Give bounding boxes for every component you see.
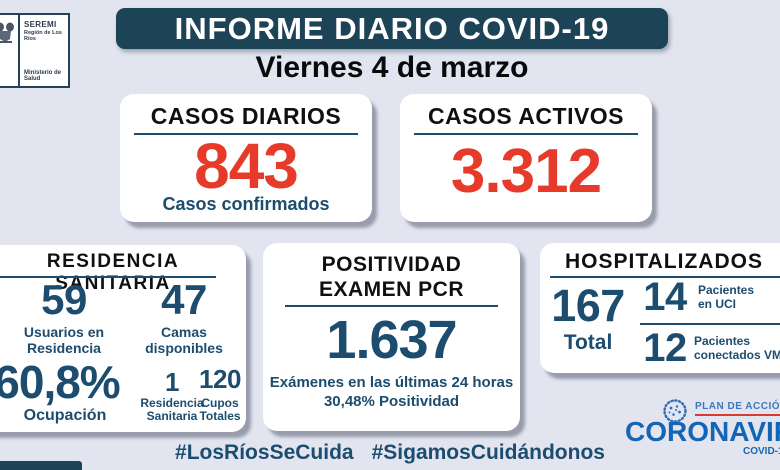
residence-facilities-value: 1 [165, 367, 179, 397]
plan-de-accion-label: PLAN DE ACCIÓN [695, 401, 780, 412]
sanitary-residence-underline [0, 276, 216, 278]
active-cases-title: CASOS ACTIVOS [427, 103, 625, 129]
residence-facilities-label-line1: Residencia [140, 396, 204, 410]
daily-cases-underline [134, 133, 358, 135]
virus-icon [663, 399, 687, 423]
pcr-positivity-rate-label: 30,48% Positividad [323, 393, 460, 410]
coat-of-arms-icon [0, 22, 14, 43]
daily-cases-card: CASOS DIARIOS 843 Casos confirmados [120, 94, 372, 222]
coronavirus-plan-logo: PLAN DE ACCIÓN CORONAVIRUS COVID-19 [625, 395, 780, 465]
plan-red-underline [695, 414, 780, 416]
pcr-positivity-title: POSITIVIDAD EXAMEN PCR [263, 252, 520, 302]
ministry-logo-box: SEREMI Región de Los Ríos Ministerio de … [0, 13, 70, 88]
ministry-logo-ministry: Ministerio de Salud [24, 70, 62, 82]
active-cases-value: 3.312 [450, 137, 602, 206]
residence-beds-label: Camas disponibles [138, 324, 230, 356]
residence-occupancy-value: 60,8% [0, 356, 121, 408]
hospitalized-icu-label-line1: Pacientes [698, 283, 755, 297]
sanitary-residence-title: RESIDENCIA SANITARIA [46, 251, 180, 294]
hashtag-sigamos: #SigamosCuidándonos [371, 441, 605, 464]
active-cases-underline [414, 133, 638, 135]
hospitalized-total-value: 167 [551, 280, 625, 331]
ministry-logo-org: SEREMI [24, 20, 57, 29]
ministry-logo-emblem-column [0, 15, 20, 86]
hospitalized-icu-value: 14 [643, 275, 687, 319]
residence-users-label-line2: Residencia [27, 340, 101, 357]
residence-beds-label-line1: Camas [161, 324, 207, 340]
bottom-left-banner-stub [0, 461, 82, 470]
residence-users-label: Usuarios en Residencia [18, 324, 110, 356]
hospitalized-ventilator-label: Pacientes conectados VM [694, 334, 780, 363]
residence-capacity-label-line2: Totales [199, 409, 241, 424]
pcr-positivity-title-line2: EXAMEN PCR [318, 278, 465, 302]
pcr-exams-value: 1.637 [326, 310, 457, 370]
residence-capacity-label: Cupos Totales [194, 396, 246, 424]
daily-cases-label: Casos confirmados [162, 193, 330, 214]
residence-users-value: 59 [41, 276, 87, 323]
ministry-logo-region: Región de Los Ríos [24, 30, 62, 42]
residence-occupancy-label: Ocupación [23, 407, 107, 424]
sanitary-residence-card: RESIDENCIA SANITARIA 59 Usuarios en Resi… [0, 245, 246, 432]
pcr-positivity-underline [285, 305, 498, 307]
pcr-positivity-title-line1: POSITIVIDAD [321, 253, 462, 276]
coronavirus-wordmark: CORONAVIRUS [625, 416, 780, 447]
footer-hashtags: #LosRíosSeCuida #SigamosCuidándonos [0, 441, 780, 465]
pcr-exams-label: Exámenes en las últimas 24 horas [269, 374, 514, 391]
hashtag-losrios: #LosRíosSeCuida [175, 441, 354, 464]
residence-beds-label-line2: disponibles [145, 340, 223, 357]
active-cases-card: CASOS ACTIVOS 3.312 [400, 94, 652, 222]
residence-users-label-line1: Usuarios en [23, 324, 105, 340]
ministry-logo-text-column: SEREMI Región de Los Ríos Ministerio de … [20, 15, 68, 86]
hospitalized-ventilator-label-line1: Pacientes [694, 334, 751, 348]
residence-capacity-label-line1: Cupos [201, 396, 239, 410]
hospitalized-icu-label: Pacientes en UCI [698, 283, 780, 312]
residence-capacity-value: 120 [199, 364, 241, 394]
hospitalized-ventilator-label-line2: conectados VM [694, 347, 780, 362]
daily-cases-value: 843 [194, 130, 299, 202]
hospitalized-ventilator-value: 12 [643, 326, 687, 370]
hospitalized-icu-label-line2: en UCI [698, 296, 737, 311]
hospitalized-underline [550, 276, 780, 278]
residence-facilities-label-line2: Sanitaria [146, 409, 198, 424]
hospitalized-title: HOSPITALIZADOS [565, 250, 763, 273]
hospitalized-total-label: Total [563, 331, 613, 354]
residence-facilities-label: Residencia Sanitaria [138, 396, 206, 424]
hospitalized-card: HOSPITALIZADOS 167 Total 14 Pacientes en… [540, 243, 780, 373]
hospitalized-divider [640, 323, 780, 325]
report-date: Viernes 4 de marzo [255, 51, 529, 84]
covid19-sub-label: COVID-19 [743, 446, 780, 457]
report-title-banner: INFORME DIARIO COVID-19 [116, 8, 668, 49]
residence-beds-value: 47 [161, 276, 207, 323]
daily-cases-title: CASOS DIARIOS [150, 103, 342, 129]
pcr-positivity-card: POSITIVIDAD EXAMEN PCR 1.637 Exámenes en… [263, 243, 520, 431]
